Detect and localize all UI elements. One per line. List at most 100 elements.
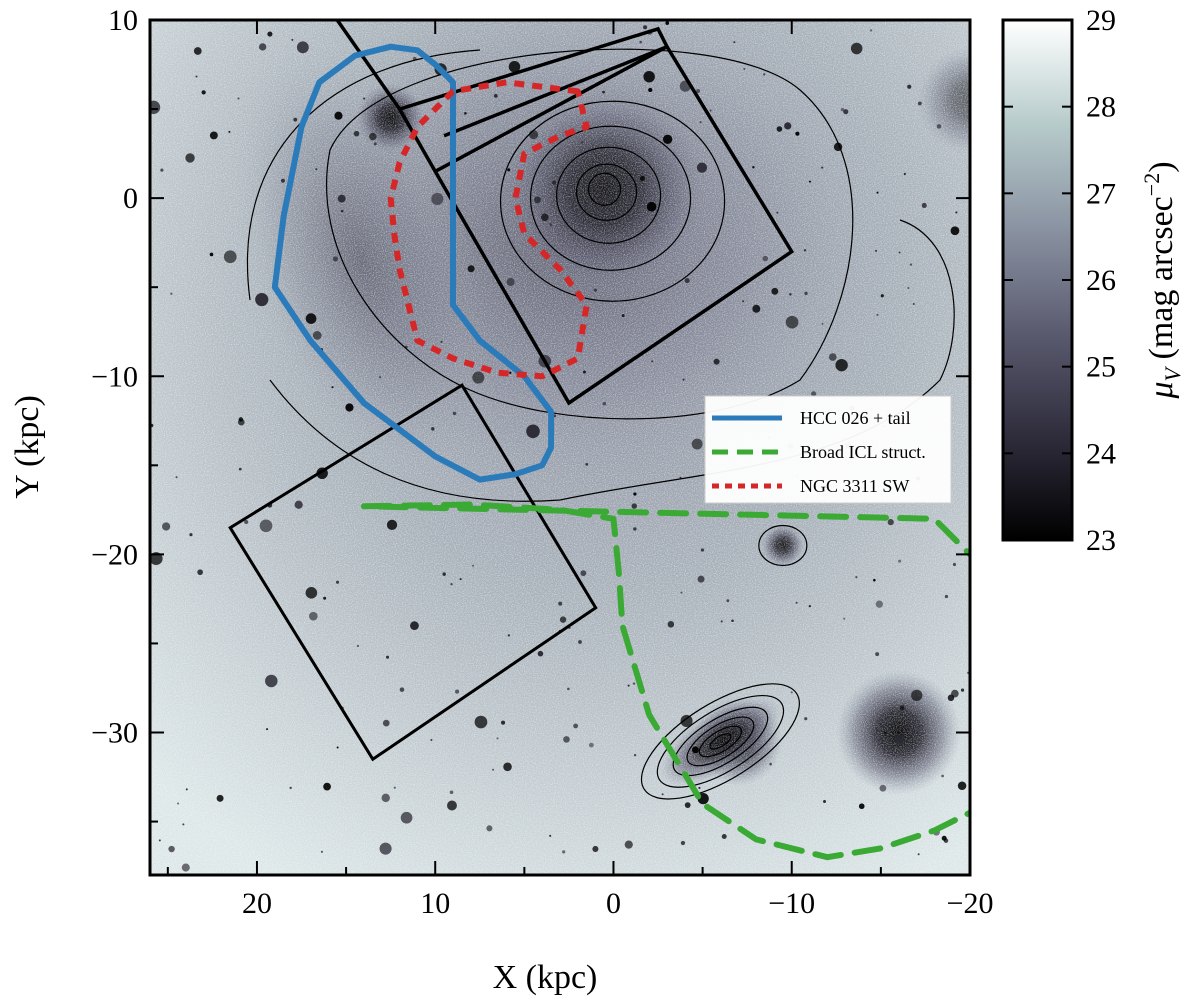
colorbar-tick-labels: 29 28 27 26 25 24 23 xyxy=(1086,4,1116,557)
point-source xyxy=(585,463,589,466)
point-source xyxy=(549,223,552,226)
ngc3311-isophote xyxy=(529,125,692,271)
point-source xyxy=(646,201,657,212)
point-source xyxy=(691,746,699,754)
point-source xyxy=(808,180,811,183)
point-source xyxy=(894,734,905,745)
point-source xyxy=(267,31,273,37)
point-source xyxy=(363,97,366,100)
point-source xyxy=(648,87,653,93)
colorbar-title-units: (mag arcsec xyxy=(1143,196,1180,368)
point-source xyxy=(507,634,510,637)
point-source xyxy=(633,492,637,496)
point-source xyxy=(743,67,746,70)
point-source xyxy=(185,153,195,163)
x-tick-label: 10 xyxy=(420,887,450,920)
star-layer xyxy=(150,21,970,872)
point-source xyxy=(201,90,206,95)
colorbar-title: μV (mag arcsec−2) xyxy=(1139,161,1185,399)
point-source xyxy=(185,788,188,791)
point-source xyxy=(941,774,944,778)
point-source xyxy=(573,723,579,729)
colorbar-tick-label: 24 xyxy=(1086,437,1116,470)
point-source xyxy=(843,617,846,620)
point-source xyxy=(472,564,475,567)
point-source xyxy=(680,591,683,594)
point-source xyxy=(335,580,340,584)
point-source xyxy=(883,731,887,735)
point-source xyxy=(455,689,460,694)
point-source xyxy=(917,853,920,856)
legend: HCC 026 + tail Broad ICL struct. NGC 3311 … xyxy=(704,395,952,504)
point-source xyxy=(726,599,730,603)
point-source xyxy=(898,251,901,254)
point-source xyxy=(907,287,910,290)
colorbar-title-mu: μ xyxy=(1143,381,1180,399)
point-source xyxy=(331,386,334,389)
point-source xyxy=(960,688,965,692)
point-source xyxy=(907,84,912,89)
point-source xyxy=(873,578,876,582)
point-source xyxy=(442,572,446,576)
point-source xyxy=(259,519,273,533)
colorbar-tick-label: 25 xyxy=(1086,351,1116,384)
region-dashed xyxy=(360,501,970,861)
point-source xyxy=(430,738,433,742)
point-source xyxy=(337,194,346,203)
elongated-galaxy-isophote xyxy=(709,733,732,750)
point-source xyxy=(177,802,180,805)
point-source xyxy=(795,131,800,136)
legend-entries: HCC 026 + tail Broad ICL struct. NGC 3311 … xyxy=(712,408,926,496)
point-source xyxy=(336,746,339,749)
point-source xyxy=(181,863,190,872)
point-source xyxy=(472,371,485,384)
colorbar-ticks xyxy=(1003,19,1072,541)
point-source xyxy=(459,578,462,581)
point-source xyxy=(721,834,727,840)
point-source xyxy=(680,840,686,846)
point-source xyxy=(869,29,873,32)
point-source xyxy=(880,294,884,298)
point-source xyxy=(323,596,327,600)
point-source xyxy=(170,292,173,295)
y-tick-label: −10 xyxy=(91,360,138,393)
point-source xyxy=(393,786,396,789)
point-source xyxy=(193,47,202,55)
point-source xyxy=(379,842,392,855)
point-source xyxy=(593,288,598,292)
region-dotted xyxy=(387,79,590,380)
point-source xyxy=(474,715,488,729)
point-source xyxy=(382,719,390,727)
point-source xyxy=(667,621,675,628)
point-source xyxy=(553,414,557,418)
point-source xyxy=(912,302,915,305)
point-source xyxy=(209,131,218,140)
point-source xyxy=(580,570,587,577)
point-source xyxy=(563,736,570,743)
elongated-galaxy-isophote xyxy=(686,716,755,767)
point-source xyxy=(410,621,419,631)
compact-galaxy-isophote xyxy=(758,524,808,567)
point-source xyxy=(850,42,863,55)
point-source xyxy=(501,720,506,725)
point-source xyxy=(168,845,175,853)
point-source xyxy=(875,600,883,608)
point-source xyxy=(305,587,318,599)
y-tick-label: −30 xyxy=(91,717,138,750)
point-source xyxy=(309,611,318,621)
legend-label: Broad ICL struct. xyxy=(800,442,926,462)
point-source xyxy=(651,360,654,363)
x-tick-label: −20 xyxy=(947,887,994,920)
point-source xyxy=(379,376,382,379)
point-source xyxy=(312,331,322,340)
point-source xyxy=(776,211,779,214)
point-source xyxy=(305,313,317,324)
colorbar-tick-label: 27 xyxy=(1086,177,1116,210)
point-source xyxy=(323,782,331,791)
point-source xyxy=(776,126,783,132)
point-source xyxy=(537,650,544,657)
point-source xyxy=(784,122,792,130)
point-source xyxy=(386,655,390,659)
point-source xyxy=(541,213,549,222)
point-source xyxy=(400,811,413,824)
